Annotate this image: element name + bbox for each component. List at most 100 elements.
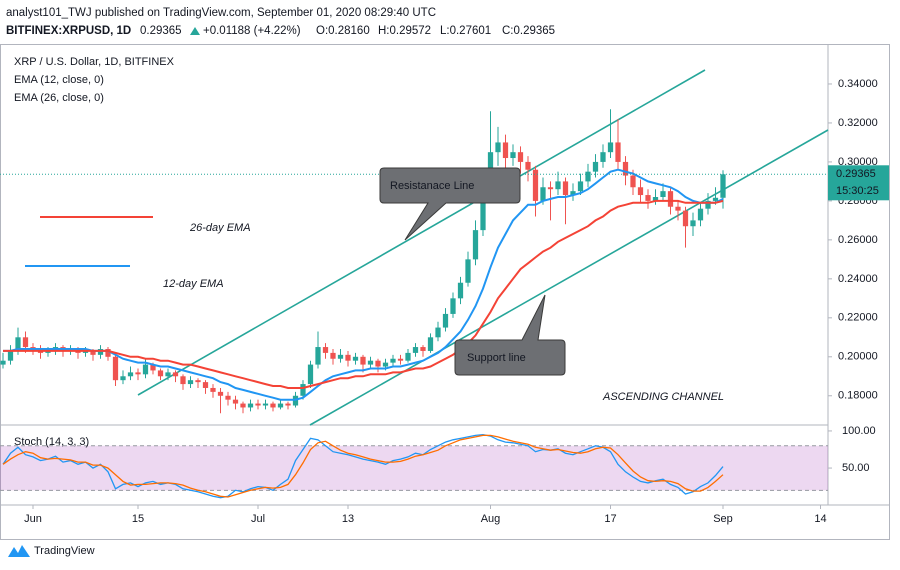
footer-brand: TradingView bbox=[34, 545, 95, 557]
candle-body bbox=[360, 356, 366, 365]
candle-body bbox=[510, 152, 516, 159]
candle-body bbox=[712, 197, 719, 201]
change: +0.01188 (+4.22%) bbox=[203, 25, 301, 37]
candle-body bbox=[720, 174, 726, 198]
candle-body bbox=[652, 197, 659, 201]
candle-body bbox=[0, 360, 6, 365]
candle-body bbox=[82, 350, 89, 353]
y-tick-label: 0.18000 bbox=[838, 390, 878, 402]
open: O:0.28160 bbox=[316, 25, 370, 37]
candle-body bbox=[345, 354, 351, 361]
candle-body bbox=[210, 387, 216, 392]
candle-body bbox=[120, 376, 126, 381]
candle-body bbox=[547, 187, 554, 190]
y-tick-label: 0.32000 bbox=[838, 117, 878, 129]
x-tick-label: Sep bbox=[713, 513, 733, 525]
candle-body bbox=[112, 356, 119, 381]
countdown-label: 15:30:25 bbox=[836, 185, 879, 197]
resistance-callout bbox=[379, 167, 521, 241]
candle-body bbox=[690, 220, 696, 227]
candle-body bbox=[195, 380, 201, 383]
low: L:0.27601 bbox=[440, 25, 491, 37]
candle-body bbox=[45, 350, 51, 353]
candle-body bbox=[555, 181, 561, 190]
candle-body bbox=[330, 352, 336, 359]
candle-body bbox=[300, 384, 306, 396]
candle-body bbox=[495, 142, 501, 153]
candle-body bbox=[322, 347, 329, 353]
candle-body bbox=[97, 349, 104, 355]
stoch-tick-label: 100.00 bbox=[842, 425, 876, 437]
candle-body bbox=[285, 403, 291, 406]
candle-body bbox=[307, 364, 314, 385]
lower-channel-line bbox=[309, 129, 829, 426]
close: C:0.29365 bbox=[502, 25, 555, 37]
candle-body bbox=[157, 370, 164, 377]
candle-body bbox=[667, 191, 674, 207]
candle-body bbox=[217, 391, 224, 396]
up-arrow bbox=[190, 27, 200, 35]
ema-line bbox=[3, 168, 724, 401]
x-tick-label: 17 bbox=[604, 513, 616, 525]
x-tick-label: 15 bbox=[132, 513, 144, 525]
candle-body bbox=[382, 362, 389, 367]
candle-body bbox=[127, 372, 134, 377]
candle-body bbox=[247, 403, 254, 408]
tradingview-logo: TradingView bbox=[8, 545, 95, 557]
candle-body bbox=[585, 171, 591, 182]
last-price-label: 0.29365 bbox=[836, 168, 876, 180]
candle-body bbox=[622, 161, 629, 176]
candle-body bbox=[630, 175, 636, 188]
candle-body bbox=[517, 152, 524, 162]
candle-body bbox=[427, 337, 434, 351]
candle-body bbox=[105, 349, 111, 357]
candle-body bbox=[570, 191, 576, 196]
candle-body bbox=[502, 142, 509, 159]
candle-body bbox=[150, 364, 156, 371]
candle-body bbox=[135, 372, 141, 375]
y-tick-label: 0.34000 bbox=[838, 78, 878, 90]
candle-body bbox=[375, 360, 381, 367]
candle-body bbox=[675, 206, 681, 211]
candle-body bbox=[172, 372, 179, 377]
candle-body bbox=[262, 403, 269, 406]
y-tick-label: 0.26000 bbox=[838, 234, 878, 246]
resistance-label: Resistanace Line bbox=[390, 180, 474, 192]
price-legend: XRP / U.S. Dollar, 1D, BITFINEX bbox=[14, 56, 175, 68]
support-label: Support line bbox=[467, 352, 526, 364]
candle-body bbox=[22, 337, 29, 348]
candle-body bbox=[645, 195, 651, 201]
candle-body bbox=[525, 161, 531, 170]
candle-body bbox=[255, 403, 261, 406]
candle-body bbox=[442, 313, 449, 328]
last-price-tag bbox=[828, 165, 889, 201]
stoch-tick-label: 50.00 bbox=[842, 462, 870, 474]
x-tick-label: 13 bbox=[342, 513, 354, 525]
candle-body bbox=[705, 200, 711, 209]
chart-frame bbox=[0, 44, 890, 540]
x-tick-label: 14 bbox=[814, 513, 826, 525]
candle-body bbox=[232, 399, 239, 404]
y-tick-label: 0.24000 bbox=[838, 273, 878, 285]
x-tick-label: Aug bbox=[481, 513, 501, 525]
candle-body bbox=[532, 169, 539, 201]
candle-body bbox=[352, 356, 359, 361]
candle-body bbox=[577, 181, 584, 192]
candle-body bbox=[15, 337, 21, 351]
support-callout bbox=[454, 294, 566, 376]
candle-body bbox=[142, 364, 149, 375]
y-tick-label: 0.20000 bbox=[838, 351, 878, 363]
candle-body bbox=[540, 187, 546, 201]
candle-body bbox=[187, 380, 194, 385]
high: H:0.29572 bbox=[378, 25, 431, 37]
candle-body bbox=[315, 347, 321, 365]
candle-body bbox=[202, 382, 209, 388]
candle-body bbox=[270, 403, 276, 408]
candle-body bbox=[337, 354, 344, 359]
candle-body bbox=[600, 152, 606, 162]
stoch-line bbox=[2, 434, 724, 498]
candle-body bbox=[405, 352, 411, 361]
candle-body bbox=[480, 195, 486, 231]
candle-body bbox=[472, 230, 479, 260]
